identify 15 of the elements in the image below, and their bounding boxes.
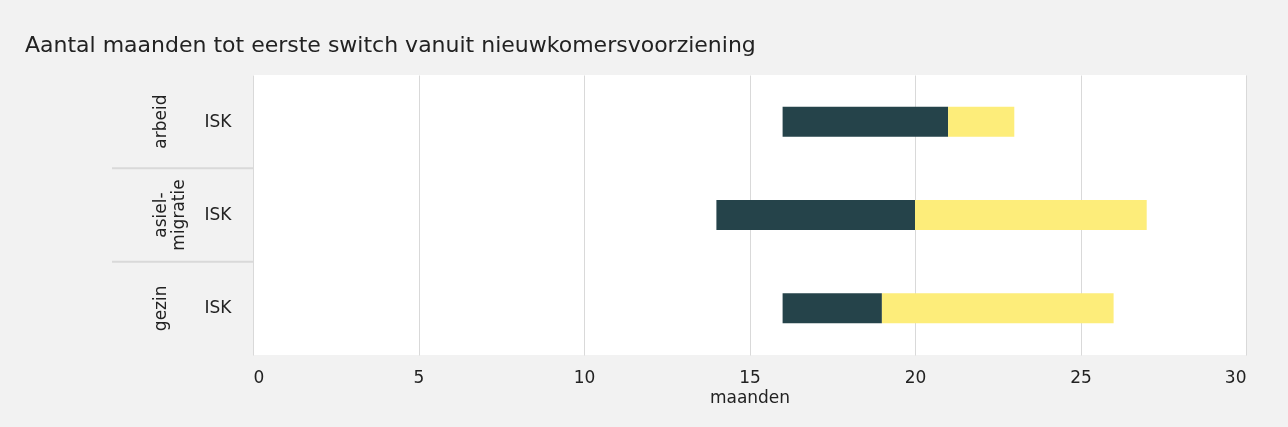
x-tick-label: 0 <box>253 366 265 387</box>
x-axis-title: maanden <box>709 386 791 407</box>
x-tick-label: 15 <box>739 366 761 387</box>
x-tick-label: 30 <box>1224 366 1247 387</box>
text: arbeid <box>150 94 170 149</box>
x-tick-label: 25 <box>1070 366 1092 387</box>
x-tick-label: 5 <box>413 366 425 387</box>
y-tick-label: ISK <box>204 110 233 131</box>
x-tick-label: 10 <box>573 366 596 387</box>
chart-title: Aantal maanden tot eerste switch vanuit nieuwkomersvoorziening <box>25 32 756 57</box>
x-tick-label: 20 <box>904 366 927 387</box>
text: gezin <box>150 285 170 332</box>
y-tick-label: ISK <box>204 204 233 224</box>
y-tick-label: ISK <box>204 297 233 318</box>
text: asiel-migratie <box>150 179 188 251</box>
